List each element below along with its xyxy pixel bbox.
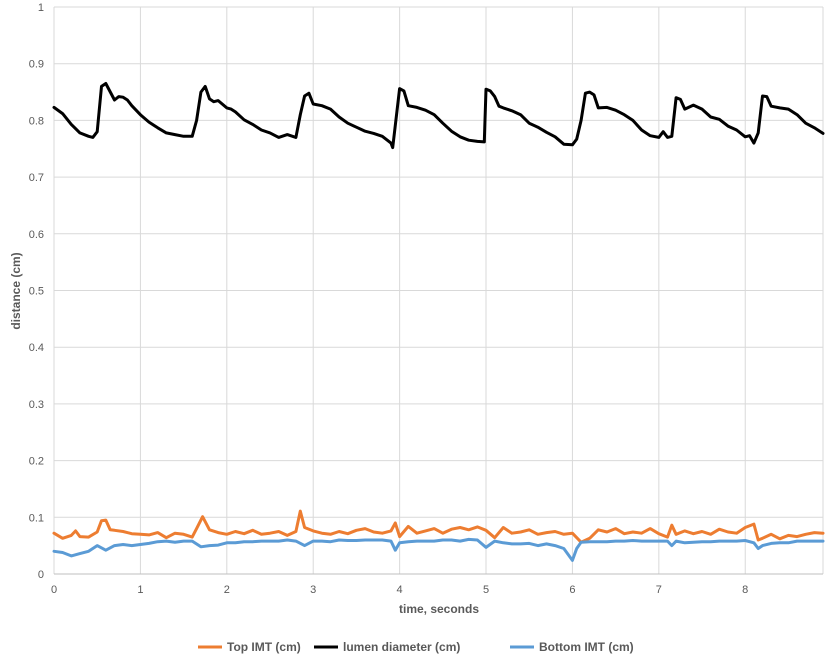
y-tick-label: 1 <box>38 2 44 14</box>
legend-label: lumen diameter (cm) <box>343 640 460 654</box>
series-line-1 <box>52 82 825 150</box>
x-tick-label: 3 <box>310 584 316 596</box>
y-tick-label: 0.2 <box>29 456 44 468</box>
x-axis-title: time, seconds <box>399 602 479 616</box>
y-tick-label: 0.8 <box>29 115 44 127</box>
y-tick-label: 0.5 <box>29 286 44 298</box>
x-tick-label: 6 <box>569 584 575 596</box>
y-tick-label: 0 <box>38 569 44 581</box>
x-tick-label: 0 <box>51 584 57 596</box>
legend-label: Top IMT (cm) <box>227 640 301 654</box>
legend-item: Bottom IMT (cm) <box>510 640 634 654</box>
x-tick-label: 1 <box>137 584 143 596</box>
x-axis-tick-labels: 0 1 2 3 4 5 6 7 8 <box>51 584 748 596</box>
legend-label: Bottom IMT (cm) <box>539 640 634 654</box>
x-tick-label: 5 <box>483 584 489 596</box>
y-axis-title: distance (cm) <box>9 252 23 329</box>
legend-item: lumen diameter (cm) <box>314 640 460 654</box>
x-tick-label: 2 <box>224 584 230 596</box>
y-tick-label: 0.6 <box>29 229 44 241</box>
y-tick-label: 0.9 <box>29 59 44 71</box>
series-lines <box>52 82 825 562</box>
y-axis-tick-labels: 0 0.1 0.2 0.3 0.4 0.5 0.6 0.7 0.8 0.9 1 <box>29 2 44 581</box>
series-line-2 <box>52 537 825 562</box>
gridlines <box>53 6 824 574</box>
y-tick-label: 0.4 <box>29 342 44 354</box>
series-line-0 <box>52 509 825 544</box>
y-tick-label: 0.7 <box>29 172 44 184</box>
x-tick-label: 8 <box>742 584 748 596</box>
x-tick-label: 7 <box>656 584 662 596</box>
legend: Top IMT (cm) lumen diameter (cm) Bottom IM… <box>198 640 634 654</box>
legend-item: Top IMT (cm) <box>198 640 301 654</box>
x-tick-label: 4 <box>397 584 403 596</box>
y-tick-label: 0.3 <box>29 399 44 411</box>
y-tick-label: 0.1 <box>29 512 44 524</box>
